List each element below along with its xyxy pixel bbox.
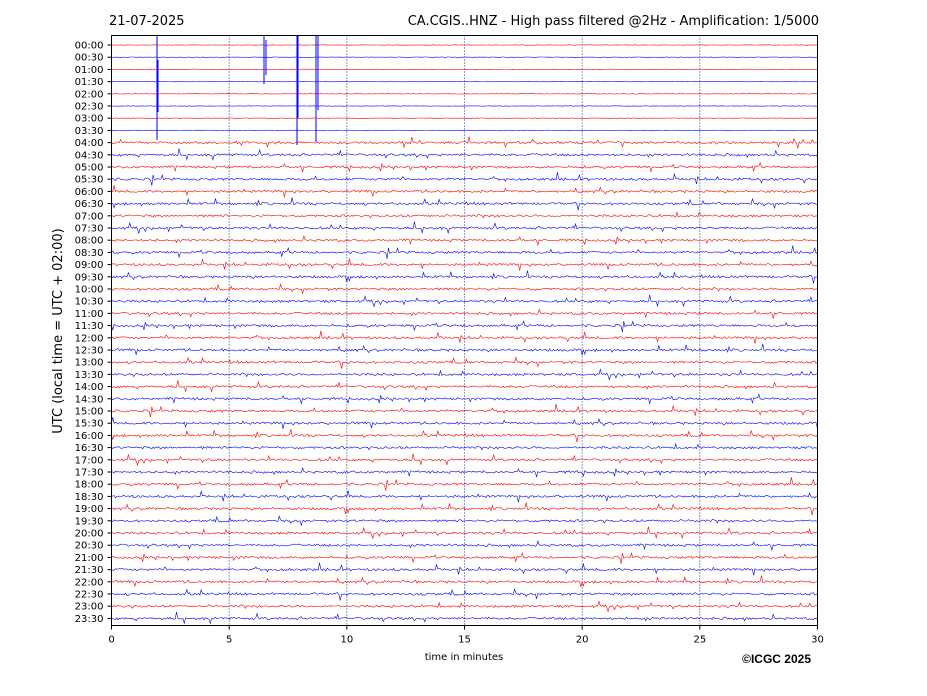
x-tick-label: 10 [340,635,353,646]
y-tick-label: 17:30 [75,468,104,479]
trace-row [111,197,818,211]
trace-row [111,526,818,540]
y-tick-label: 05:30 [75,175,104,186]
y-tick-label: 01:30 [75,77,104,88]
copyright: ©ICGC 2025 [742,652,811,666]
y-tick-label: 14:30 [75,394,104,405]
y-tick-label: 12:00 [75,333,104,344]
y-tick-label: 17:00 [75,455,104,466]
x-tick-label: 25 [693,635,706,646]
trace-row [111,161,818,173]
y-tick-label: 03:00 [75,114,104,125]
x-tick-label: 30 [811,635,824,646]
trace-row [111,320,818,333]
y-tick-label: 06:00 [75,187,104,198]
y-tick-label: 11:00 [75,309,104,320]
y-tick-label: 08:30 [75,248,104,259]
trace-row [111,343,818,356]
x-axis-ticks: 0 5 10 15 20 25 30 [108,625,824,646]
y-tick-label: 18:30 [75,492,104,503]
y-tick-label: 01:00 [75,65,104,76]
y-tick-label: 14:00 [75,382,104,393]
vertical-gridlines [228,35,701,626]
trace-layer [111,36,818,625]
y-tick-label: 02:00 [75,89,104,100]
y-tick-label: 19:00 [75,504,104,515]
x-tick-label: 15 [458,635,471,646]
y-tick-label: 18:00 [75,480,104,491]
y-tick-label: 16:30 [75,443,104,454]
y-tick-label: 10:30 [75,297,104,308]
y-tick-label: 16:00 [75,431,104,442]
x-axis-label: time in minutes [425,652,504,663]
y-tick-label: 15:00 [75,407,104,418]
y-axis-label: UTC (local time = UTC + 02:00) [51,228,66,433]
trace-row [111,258,818,271]
trace-row [111,417,818,430]
y-tick-label: 22:00 [75,577,104,588]
plot-frame [111,35,818,626]
y-tick-label: 06:30 [75,199,104,210]
trace-row [111,490,818,503]
y-tick-label: 23:00 [75,602,104,613]
y-tick-label: 13:00 [75,358,104,369]
y-tick-label: 09:00 [75,260,104,271]
y-tick-label: 02:30 [75,102,104,113]
trace-row [111,477,818,491]
trace-row [111,136,818,150]
y-tick-label: 11:30 [75,321,104,332]
y-tick-label: 08:00 [75,236,104,247]
y-tick-label: 12:30 [75,346,104,357]
trace-row [111,404,818,418]
trace-row [111,283,818,295]
chart-title: CA.CGIS..HNZ - High pass filtered @2Hz -… [408,14,819,29]
y-tick-label: 03:30 [75,126,104,137]
x-tick-label: 20 [576,635,589,646]
x-tick-label: 0 [108,635,114,646]
trace-row [111,148,818,161]
x-tick-label: 5 [226,635,232,646]
trace-row [111,466,818,478]
y-tick-label: 20:00 [75,529,104,540]
trace-row [111,612,818,625]
trace-row [111,502,818,516]
trace-row [111,172,818,186]
trace-row [111,308,818,320]
y-tick-label: 21:30 [75,565,104,576]
y-tick-label: 09:30 [75,272,104,283]
y-tick-label: 00:00 [75,41,104,52]
y-tick-label: 10:00 [75,285,104,296]
y-tick-label: 07:30 [75,224,104,235]
y-tick-label: 19:30 [75,516,104,527]
trace-row [111,380,818,393]
y-tick-label: 05:00 [75,163,104,174]
y-tick-label: 04:30 [75,150,104,161]
trace-row [111,270,818,284]
y-tick-label: 22:30 [75,590,104,601]
trace-row [111,453,818,467]
y-tick-label: 23:30 [75,614,104,625]
trace-row [111,515,818,527]
y-tick-label: 04:00 [75,138,104,149]
y-tick-label: 21:00 [75,553,104,564]
trace-row [111,442,818,451]
y-tick-label: 07:00 [75,211,104,222]
y-tick-label: 00:30 [75,53,104,64]
y-tick-label: 15:30 [75,419,104,430]
trace-row [111,356,818,369]
y-tick-label: 20:30 [75,541,104,552]
y-tick-label: 13:30 [75,370,104,381]
trace-row [111,562,818,576]
date-title: 21-07-2025 [109,14,185,29]
trace-row [111,429,818,442]
trace-row [111,540,818,552]
trace-row [111,330,818,344]
